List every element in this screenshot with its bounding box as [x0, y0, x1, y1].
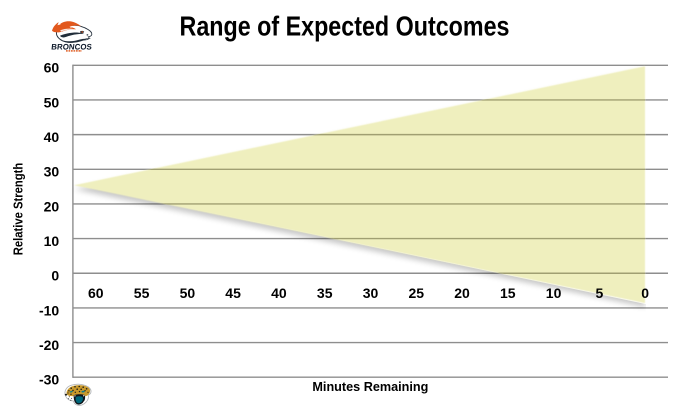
svg-text:BRONCOS: BRONCOS — [51, 43, 93, 52]
svg-text:-10: -10 — [39, 302, 59, 318]
svg-text:5: 5 — [596, 285, 604, 301]
svg-text:Range of Expected Outcomes: Range of Expected Outcomes — [180, 10, 510, 41]
svg-text:50: 50 — [180, 285, 196, 301]
svg-text:-30: -30 — [39, 372, 59, 388]
svg-text:60: 60 — [44, 60, 60, 76]
svg-text:30: 30 — [363, 285, 379, 301]
svg-text:40: 40 — [44, 129, 60, 145]
svg-text:10: 10 — [44, 233, 60, 249]
svg-text:60: 60 — [88, 285, 104, 301]
svg-text:0: 0 — [641, 285, 649, 301]
svg-text:25: 25 — [409, 285, 425, 301]
svg-text:10: 10 — [546, 285, 562, 301]
svg-text:Relative Strength: Relative Strength — [10, 163, 25, 256]
svg-text:-20: -20 — [39, 337, 59, 353]
svg-text:35: 35 — [317, 285, 333, 301]
svg-text:30: 30 — [44, 164, 60, 180]
svg-text:55: 55 — [134, 285, 150, 301]
svg-text:15: 15 — [500, 285, 516, 301]
svg-text:45: 45 — [225, 285, 241, 301]
svg-text:20: 20 — [44, 198, 60, 214]
svg-text:Minutes Remaining: Minutes Remaining — [312, 379, 428, 394]
svg-text:0: 0 — [51, 268, 59, 284]
svg-text:20: 20 — [454, 285, 470, 301]
svg-text:50: 50 — [44, 94, 60, 110]
svg-text:40: 40 — [271, 285, 287, 301]
